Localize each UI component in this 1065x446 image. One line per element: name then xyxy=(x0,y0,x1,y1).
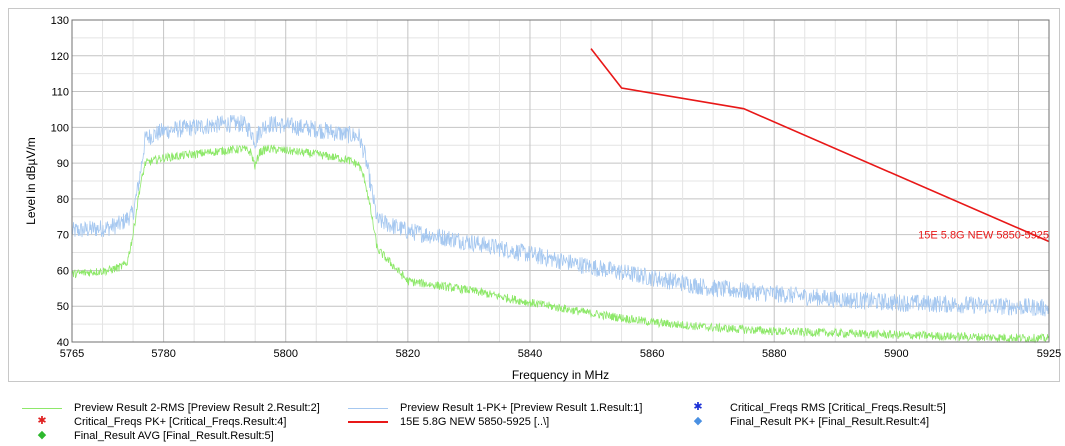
y-tick-label: 100 xyxy=(51,122,69,134)
y-axis-title: Level in dBµV/m xyxy=(24,137,38,225)
legend-label: Critical_Freqs PK+ [Critical_Freqs.Resul… xyxy=(74,416,287,428)
legend-item-preview-result-1-pk: Preview Result 1-PK+ [Preview Result 1.R… xyxy=(346,402,642,414)
legend-label: Final_Result AVG [Final_Result.Result:5] xyxy=(74,430,274,442)
legend-item-final-result-pk: ◆ Final_Result PK+ [Final_Result.Result:… xyxy=(676,415,930,428)
legend-item-final-result-avg: ◆ Final_Result AVG [Final_Result.Result:… xyxy=(20,429,274,442)
y-tick-label: 70 xyxy=(57,230,69,242)
legend-item-critical-freqs-rms: ✱ Critical_Freqs RMS [Critical_Freqs.Res… xyxy=(676,401,946,414)
chart-plot: 40 50 60 70 80 90 100 110 120 130 5765 5780 5800 5820… xyxy=(24,15,1061,382)
legend-line-swatch xyxy=(346,416,390,428)
x-tick-label: 5925 xyxy=(1037,348,1061,360)
legend-star-swatch: ✱ xyxy=(676,401,720,414)
x-axis-title: Frequency in MHz xyxy=(512,368,609,382)
limit-line-annotation: 15E 5.8G NEW 5850-5925 xyxy=(918,230,1049,242)
x-tick-label: 5780 xyxy=(151,348,175,360)
legend-label: Critical_Freqs RMS [Critical_Freqs.Resul… xyxy=(730,402,946,414)
chart-frame: 40 50 60 70 80 90 100 110 120 130 5765 5780 5800 5820… xyxy=(8,8,1061,382)
x-tick-label: 5880 xyxy=(762,348,786,360)
star-marker-icon: ✱ xyxy=(693,401,703,413)
star-marker-icon: ✱ xyxy=(37,415,47,427)
legend-label: Preview Result 1-PK+ [Preview Result 1.R… xyxy=(400,402,643,414)
x-tick-label: 5900 xyxy=(884,348,908,360)
legend-item-limit-line: 15E 5.8G NEW 5850-5925 [..\] xyxy=(346,416,549,428)
legend-line-swatch xyxy=(346,402,390,414)
y-tick-label: 50 xyxy=(57,301,69,313)
legend-star-swatch: ✱ xyxy=(20,415,64,428)
chart-legend: Preview Result 2-RMS [Preview Result 2.R… xyxy=(0,398,1065,446)
plot-border xyxy=(71,19,1050,343)
legend-label: Final_Result PK+ [Final_Result.Result:4] xyxy=(730,416,930,428)
limit-line xyxy=(590,48,1050,243)
legend-swatch-mark xyxy=(348,421,388,423)
y-tick-label: 60 xyxy=(57,265,69,277)
legend-line-swatch xyxy=(20,402,64,414)
y-tick-label: 40 xyxy=(57,337,69,349)
x-tick-label: 5840 xyxy=(518,348,542,360)
y-tick-label: 130 xyxy=(51,15,69,27)
y-tick-label: 90 xyxy=(57,158,69,170)
y-tick-label: 80 xyxy=(57,194,69,206)
legend-swatch-mark xyxy=(22,408,62,409)
y-tick-label: 120 xyxy=(51,51,69,63)
x-tick-label: 5860 xyxy=(640,348,664,360)
legend-diamond-swatch: ◆ xyxy=(20,429,64,442)
x-tick-label: 5820 xyxy=(396,348,420,360)
legend-diamond-swatch: ◆ xyxy=(676,415,720,428)
diamond-marker-icon: ◆ xyxy=(37,429,47,441)
legend-item-critical-freqs-pk: ✱ Critical_Freqs PK+ [Critical_Freqs.Res… xyxy=(20,415,287,428)
legend-label: Preview Result 2-RMS [Preview Result 2.R… xyxy=(74,402,320,414)
x-tick-label: 5765 xyxy=(60,348,84,360)
legend-item-preview-result-2-rms: Preview Result 2-RMS [Preview Result 2.R… xyxy=(20,402,320,414)
x-tick-label: 5800 xyxy=(273,348,297,360)
legend-swatch-mark xyxy=(348,408,388,409)
y-tick-label: 110 xyxy=(51,87,69,99)
diamond-marker-icon: ◆ xyxy=(693,415,703,427)
series-trace-1 xyxy=(71,144,1050,344)
legend-label: 15E 5.8G NEW 5850-5925 [..\] xyxy=(400,416,550,428)
series-trace-0 xyxy=(71,114,1050,317)
